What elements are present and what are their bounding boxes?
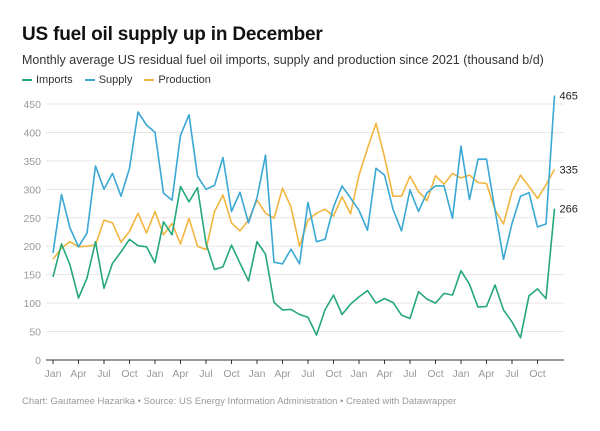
x-tick-label: Oct — [325, 368, 341, 380]
y-tick-label: 250 — [23, 213, 41, 225]
y-tick-label: 0 — [35, 355, 41, 367]
x-tick-label: Jul — [97, 368, 110, 380]
legend-item-imports: Imports — [22, 74, 73, 86]
chart-subtitle: Monthly average US residual fuel oil imp… — [22, 53, 544, 67]
legend-swatch-supply — [84, 79, 95, 81]
x-tick-label: Oct — [427, 368, 443, 380]
legend-label-production: Production — [158, 74, 211, 86]
gridlines — [46, 103, 564, 333]
chart-footer: Chart: Gautamee Hazarika • Source: US En… — [22, 396, 457, 407]
legend: Imports Supply Production — [22, 74, 211, 86]
x-axis: Jan Apr Jul Oct Jan Apr Jul Oct Jan Apr Jul Oct Jan A… — [45, 359, 564, 380]
x-tick-label: Jul — [301, 368, 314, 380]
x-tick-label: Oct — [223, 368, 239, 380]
x-tick-label: Apr — [172, 368, 189, 380]
legend-swatch-imports — [22, 79, 32, 81]
legend-item-production: Production — [144, 74, 211, 86]
end-labels: 335 465 266 — [560, 90, 578, 215]
x-tick-label: Apr — [274, 368, 291, 380]
x-tick-label: Apr — [376, 368, 393, 380]
y-tick-label: 400 — [23, 127, 41, 139]
y-tick-label: 150 — [23, 270, 41, 282]
x-tick-label: Oct — [529, 368, 545, 380]
legend-item-supply: Supply — [84, 74, 133, 86]
end-label-production: 335 — [560, 164, 578, 176]
y-axis-ticks: 0 50 100 150 200 250 300 350 400 450 — [23, 99, 41, 367]
x-tick-label: Jul — [403, 368, 416, 380]
chart-title: US fuel oil supply up in December — [22, 24, 323, 45]
x-tick-label: Jan — [249, 368, 266, 380]
end-label-supply: 465 — [560, 90, 578, 102]
y-tick-label: 350 — [23, 156, 41, 168]
y-tick-label: 300 — [23, 184, 41, 196]
series-line-supply — [52, 95, 556, 265]
x-tick-label: Oct — [121, 368, 137, 380]
legend-label-imports: Imports — [36, 74, 73, 86]
end-label-imports: 266 — [560, 204, 578, 216]
series-lines — [52, 95, 556, 339]
x-tick-label: Jul — [199, 368, 212, 380]
x-tick-label: Jan — [351, 368, 368, 380]
x-tick-label: Apr — [70, 368, 87, 380]
x-tick-label: Apr — [478, 368, 495, 380]
y-tick-label: 50 — [29, 327, 41, 339]
y-tick-label: 200 — [23, 241, 41, 253]
x-tick-label: Jul — [505, 368, 518, 380]
y-tick-label: 100 — [23, 298, 41, 310]
x-tick-label: Jan — [45, 368, 62, 380]
legend-label-supply: Supply — [98, 74, 133, 86]
series-line-imports — [52, 185, 556, 339]
x-tick-label: Jan — [147, 368, 164, 380]
legend-swatch-production — [144, 79, 155, 81]
y-tick-label: 450 — [23, 99, 41, 111]
x-tick-label: Jan — [453, 368, 470, 380]
